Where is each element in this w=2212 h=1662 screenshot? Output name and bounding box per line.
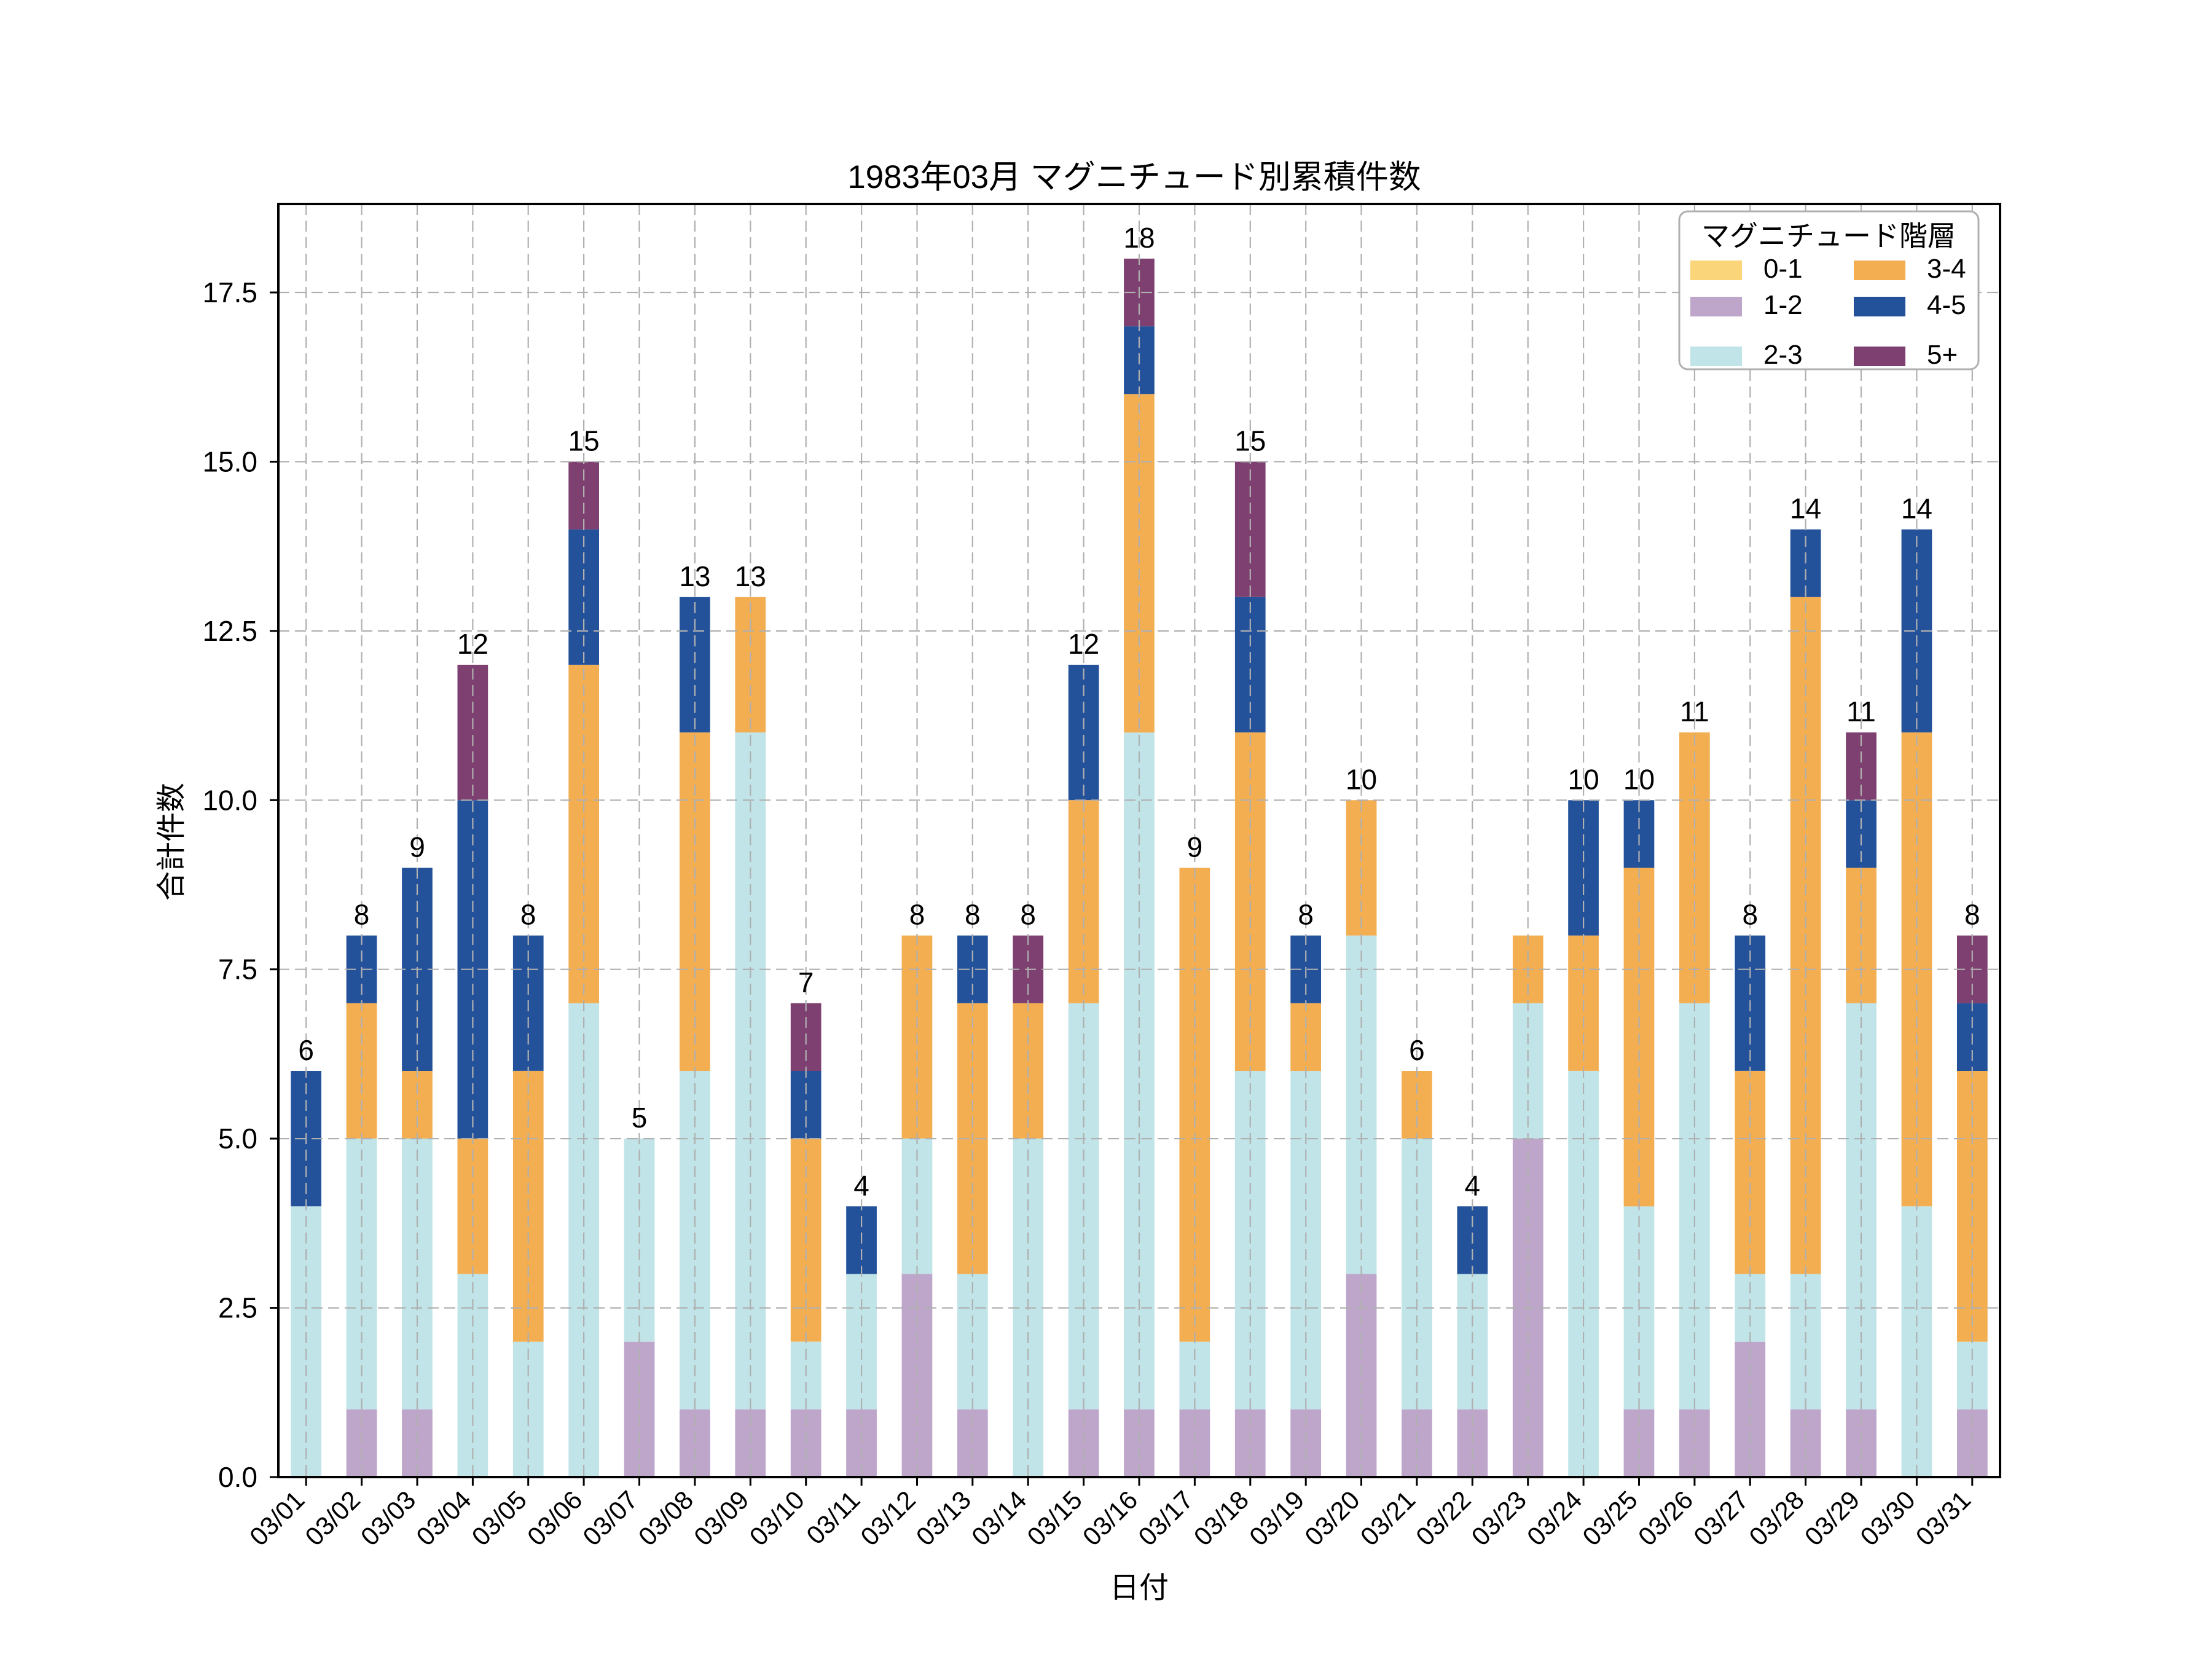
svg-text:1-2: 1-2 — [1763, 290, 1803, 320]
svg-text:1983年03月 マグニチュード別累積件数: 1983年03月 マグニチュード別累積件数 — [847, 159, 1421, 195]
svg-text:合計件数: 合計件数 — [155, 783, 188, 901]
svg-text:8: 8 — [1020, 899, 1036, 931]
svg-text:4: 4 — [1465, 1169, 1481, 1201]
svg-text:12: 12 — [1068, 628, 1099, 660]
svg-text:8: 8 — [1298, 899, 1314, 931]
svg-text:3-4: 3-4 — [1927, 254, 1966, 284]
svg-text:10: 10 — [1568, 763, 1599, 795]
svg-text:13: 13 — [735, 560, 766, 592]
svg-text:10: 10 — [1346, 763, 1377, 795]
svg-text:7: 7 — [798, 966, 814, 998]
svg-text:8: 8 — [1743, 899, 1759, 931]
svg-text:9: 9 — [1187, 831, 1203, 863]
svg-text:7.5: 7.5 — [218, 954, 257, 986]
svg-text:2-3: 2-3 — [1763, 340, 1803, 370]
svg-text:6: 6 — [1409, 1034, 1425, 1066]
svg-text:14: 14 — [1901, 493, 1932, 525]
svg-text:15.0: 15.0 — [202, 445, 257, 477]
svg-text:9: 9 — [409, 831, 425, 863]
svg-text:8: 8 — [909, 899, 925, 931]
svg-text:マグニチュード階層: マグニチュード階層 — [1701, 220, 1956, 252]
svg-text:4: 4 — [853, 1169, 869, 1201]
svg-text:8: 8 — [965, 899, 981, 931]
svg-text:0.0: 0.0 — [218, 1461, 257, 1493]
svg-text:8: 8 — [354, 899, 370, 931]
svg-text:5: 5 — [632, 1102, 648, 1134]
svg-text:8: 8 — [1964, 899, 1980, 931]
svg-text:2.5: 2.5 — [218, 1292, 257, 1324]
svg-text:5+: 5+ — [1927, 340, 1958, 370]
svg-text:10.0: 10.0 — [202, 784, 257, 816]
svg-text:6: 6 — [298, 1034, 314, 1066]
svg-text:14: 14 — [1790, 493, 1821, 525]
svg-text:8: 8 — [520, 899, 536, 931]
svg-text:11: 11 — [1846, 696, 1876, 727]
svg-text:10: 10 — [1623, 763, 1655, 795]
svg-text:4-5: 4-5 — [1927, 290, 1966, 320]
svg-text:11: 11 — [1680, 696, 1709, 727]
svg-text:13: 13 — [679, 560, 710, 592]
svg-text:5.0: 5.0 — [218, 1123, 257, 1154]
svg-text:15: 15 — [568, 425, 600, 457]
svg-text:15: 15 — [1234, 425, 1266, 457]
svg-text:12: 12 — [457, 628, 488, 660]
svg-text:17.5: 17.5 — [202, 276, 257, 308]
svg-text:0-1: 0-1 — [1763, 254, 1803, 284]
svg-text:日付: 日付 — [1110, 1572, 1169, 1604]
svg-text:18: 18 — [1123, 222, 1155, 254]
svg-text:12.5: 12.5 — [202, 615, 257, 647]
